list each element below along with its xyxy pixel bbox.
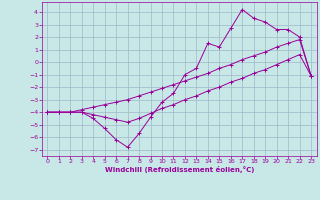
X-axis label: Windchill (Refroidissement éolien,°C): Windchill (Refroidissement éolien,°C) — [105, 166, 254, 173]
